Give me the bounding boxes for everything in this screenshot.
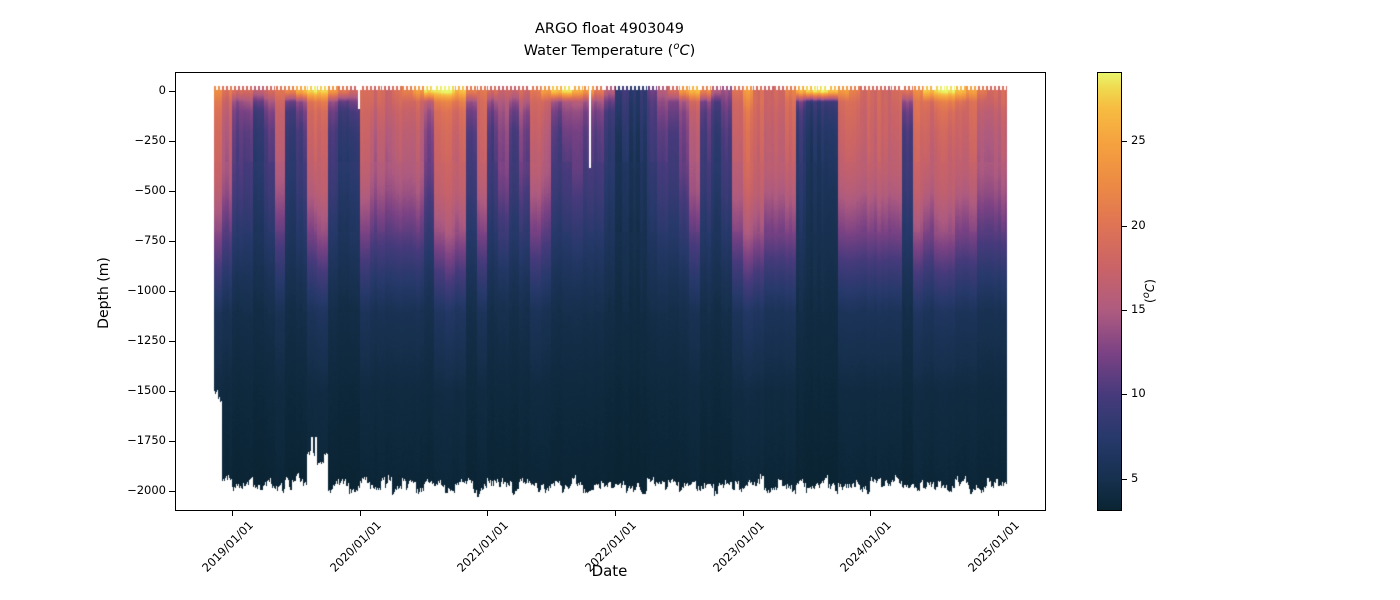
colorbar-tick-mark [1122, 394, 1127, 396]
y-tick-mark [169, 441, 175, 442]
x-tick-label: 2021/01/01 [454, 518, 512, 575]
y-tick-mark [169, 191, 175, 192]
colorbar-tick-mark [1122, 309, 1127, 311]
x-tick-mark [487, 510, 489, 516]
title-line-1: ARGO float 4903049 [534, 21, 684, 37]
x-tick-mark [997, 510, 999, 516]
x-tick-label: 2024/01/01 [837, 518, 895, 575]
plot-title: ARGO float 4903049 Water Temperature (oC… [175, 18, 1044, 63]
y-tick-mark [169, 341, 175, 342]
y-tick-label: 0 [158, 83, 166, 97]
y-tick-label: −500 [134, 183, 166, 197]
x-tick-mark [614, 510, 616, 516]
x-tick-mark [870, 510, 872, 516]
y-tick-label: −2000 [127, 483, 166, 497]
temperature-heatmap [176, 73, 1045, 510]
colorbar-tick-label: 15 [1131, 301, 1146, 316]
colorbar-tick-label: 5 [1131, 470, 1139, 485]
colorbar-tick-label: 10 [1131, 386, 1146, 401]
y-tick-label: −1250 [127, 333, 166, 347]
y-tick-mark [169, 241, 175, 242]
y-tick-label: −1500 [127, 383, 166, 397]
x-tick-label: 2023/01/01 [709, 518, 767, 575]
plot-axes [175, 72, 1046, 511]
x-tick-label: 2019/01/01 [199, 518, 257, 575]
colorbar-label: (oC) [1141, 279, 1157, 303]
y-tick-mark [169, 391, 175, 392]
y-axis-label: Depth (m) [96, 257, 112, 329]
x-tick-mark [742, 510, 744, 516]
colorbar-tick-label: 20 [1131, 217, 1146, 232]
colorbar [1097, 72, 1122, 511]
y-tick-label: −1000 [127, 283, 166, 297]
title-line-2: Water Temperature (oC) [523, 41, 696, 60]
colorbar-tick-label: 25 [1131, 133, 1146, 148]
y-tick-mark [169, 291, 175, 292]
colorbar-tick-mark [1122, 225, 1127, 227]
x-tick-mark [232, 510, 234, 516]
y-tick-label: −1750 [127, 433, 166, 447]
y-tick-mark [169, 491, 175, 492]
y-tick-mark [169, 91, 175, 92]
colorbar-tick-mark [1122, 141, 1127, 143]
x-tick-label: 2022/01/01 [582, 518, 639, 575]
x-tick-label: 2020/01/01 [326, 518, 384, 575]
x-tick-label: 2025/01/01 [964, 518, 1022, 575]
x-axis-label: Date [591, 562, 628, 580]
y-tick-label: −750 [134, 233, 166, 247]
y-tick-label: −250 [134, 133, 166, 147]
colorbar-tick-mark [1122, 478, 1127, 480]
x-tick-mark [359, 510, 361, 516]
y-tick-mark [169, 141, 175, 142]
